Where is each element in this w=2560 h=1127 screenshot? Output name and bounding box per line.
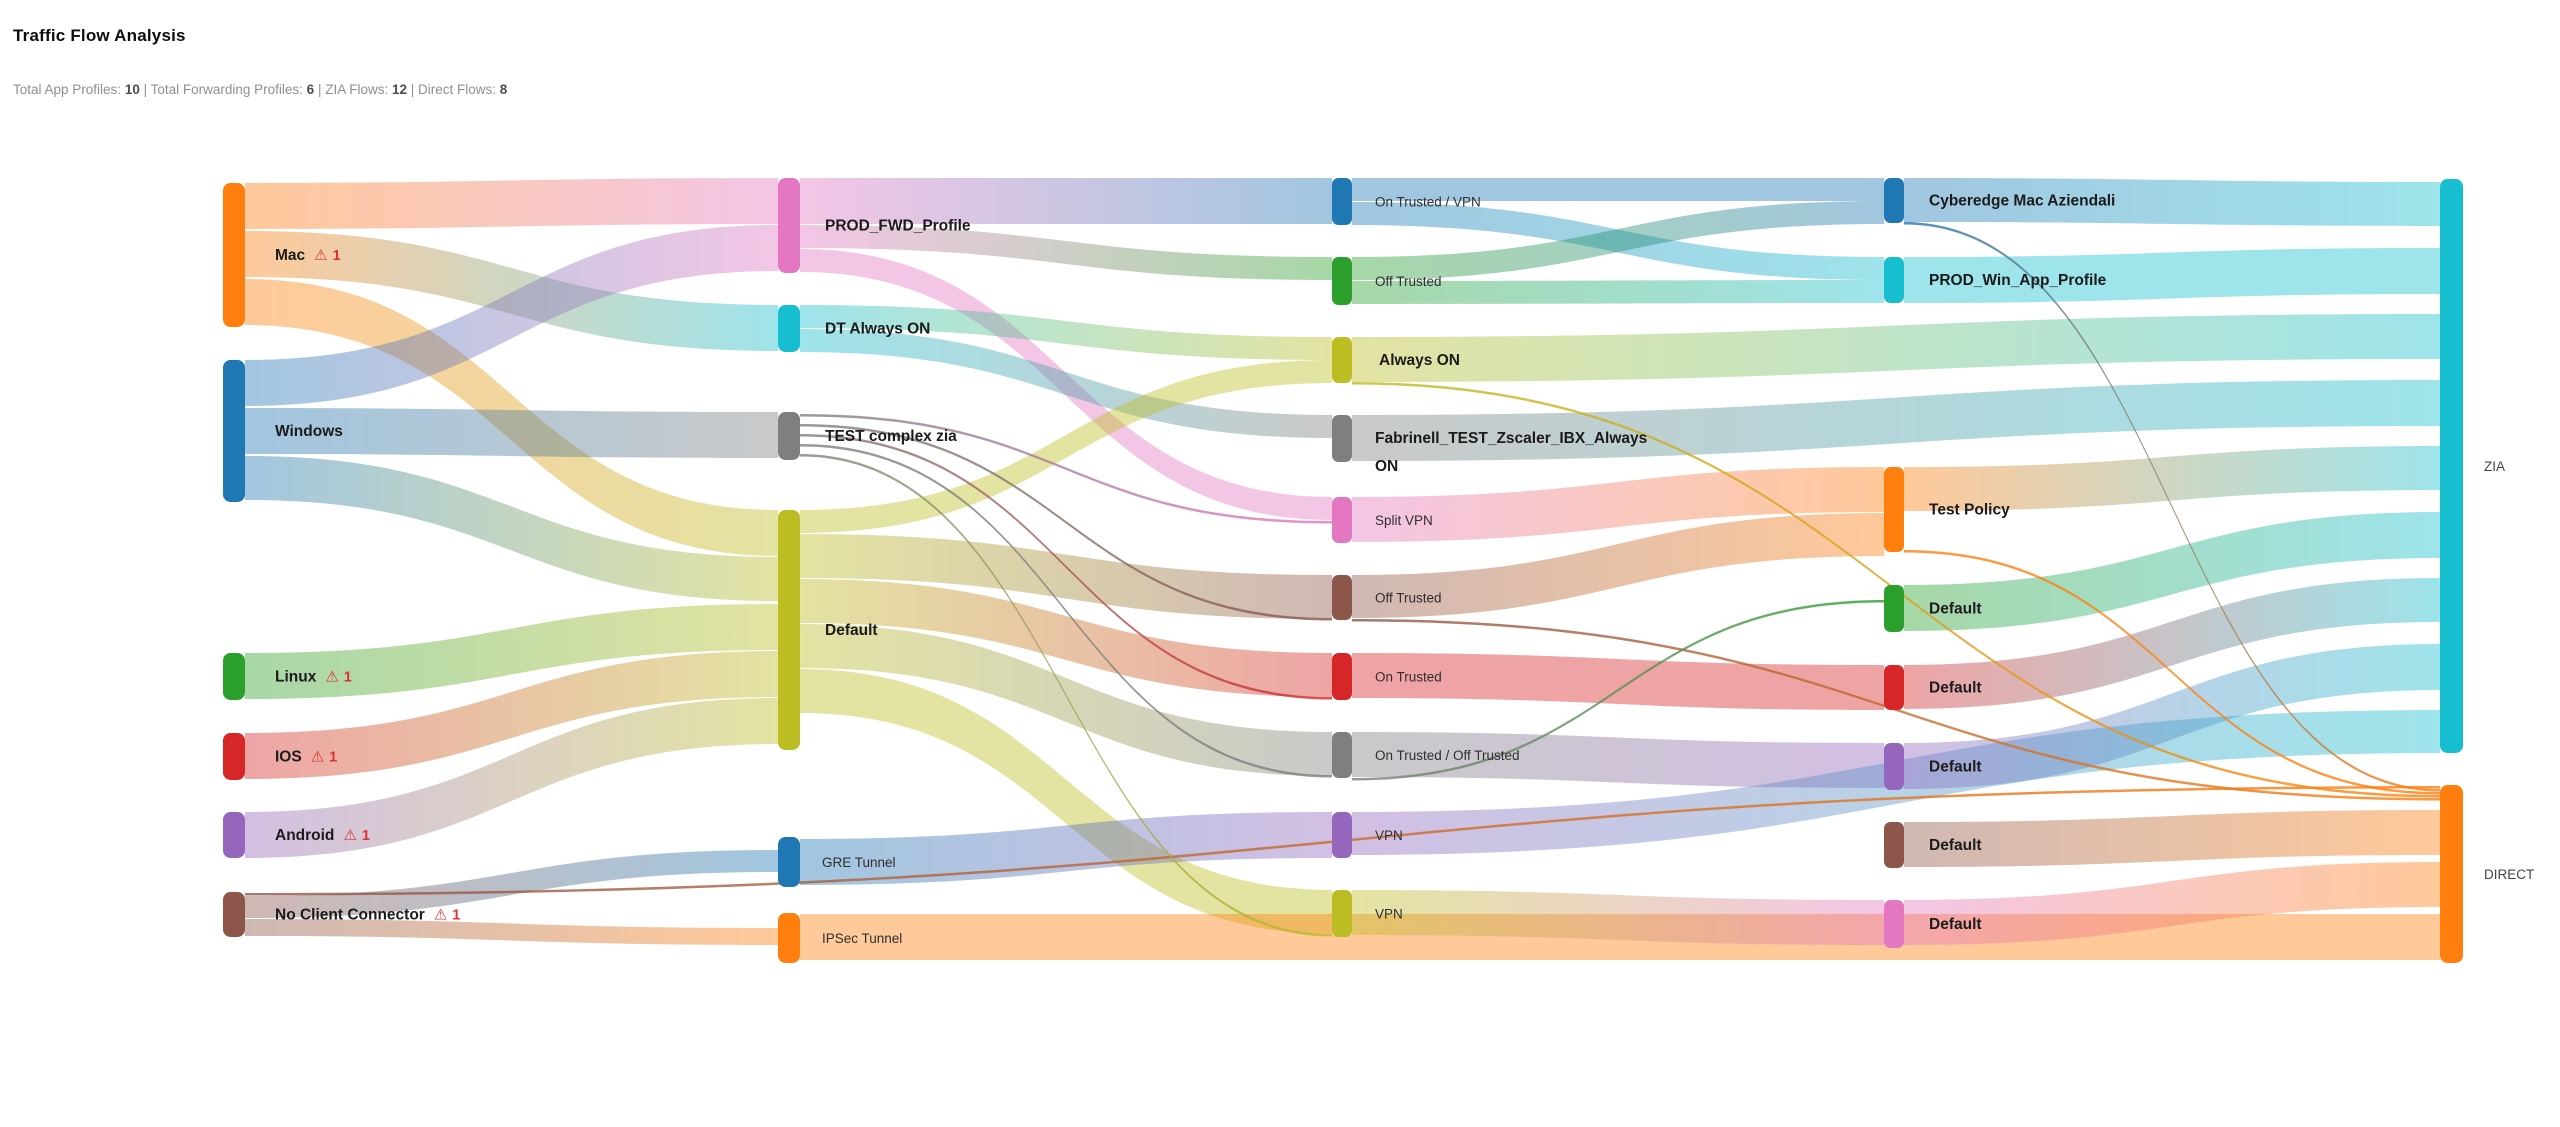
flow-linux-to-default_fp[interactable] (245, 604, 778, 699)
node-windows[interactable] (223, 360, 245, 502)
flow-dt-to-always_on[interactable] (800, 305, 1332, 360)
node-offtrusted_g[interactable] (1332, 257, 1352, 305)
flow-prod_fwd-to-ontrusted_vpn[interactable] (800, 178, 1332, 224)
node-ncc[interactable] (223, 892, 245, 937)
flow-test_policy-to-direct[interactable] (1904, 550, 2440, 795)
node-default_red[interactable] (1884, 665, 1904, 710)
flow-mac-to-dt[interactable] (245, 231, 778, 351)
stat-label: | ZIA Flows: (314, 82, 392, 97)
node-default_pink[interactable] (1884, 900, 1904, 948)
flow-windows-to-test_zia[interactable] (245, 408, 778, 458)
flow-test_policy-to-zia[interactable] (1904, 446, 2440, 511)
stat-label: | Direct Flows: (407, 82, 500, 97)
flow-prod_fwd-to-offtrusted_g[interactable] (800, 225, 1332, 280)
flow-vpn_olive-to-default_pink[interactable] (1352, 890, 1884, 945)
node-ios[interactable] (223, 733, 245, 780)
stat-label: Total App Profiles: (13, 82, 125, 97)
node-ontrusted_vpn[interactable] (1332, 178, 1352, 225)
node-ipsec[interactable] (778, 913, 800, 963)
flow-gre-to-vpn_purple[interactable] (800, 812, 1332, 885)
flow-default_fp-to-always_on[interactable] (800, 360, 1332, 533)
stat-value: 8 (499, 82, 508, 97)
stat-value: 6 (306, 82, 315, 97)
node-default_green[interactable] (1884, 585, 1904, 632)
node-android[interactable] (223, 812, 245, 858)
node-always_on[interactable] (1332, 337, 1352, 383)
flow-mac-to-prod_fwd[interactable] (245, 178, 778, 229)
flow-offtrusted_b-to-test_policy[interactable] (1352, 513, 1884, 618)
flow-windows-to-default_fp[interactable] (245, 456, 778, 601)
flow-ot_offt-to-default_purple[interactable] (1352, 732, 1884, 788)
flow-cyberedge-to-direct[interactable] (1904, 222, 2440, 792)
flow-default_red-to-zia[interactable] (1904, 578, 2440, 709)
flow-ot_offt-to-default_green[interactable] (1352, 600, 1884, 781)
node-default_fp[interactable] (778, 510, 800, 750)
flow-default_fp-to-ontrusted_r[interactable] (800, 579, 1332, 697)
warning-icon: ⚠ (434, 907, 447, 924)
node-prod_win[interactable] (1884, 257, 1904, 303)
flow-default_green-to-zia[interactable] (1904, 512, 2440, 631)
flow-ontrusted_vpn-to-cyberedge[interactable] (1352, 178, 1884, 201)
node-cyberedge[interactable] (1884, 178, 1904, 223)
node-split_vpn[interactable] (1332, 497, 1352, 543)
node-label-direct: DIRECT (2484, 867, 2534, 882)
node-offtrusted_b[interactable] (1332, 575, 1352, 620)
node-ot_offt[interactable] (1332, 732, 1352, 778)
node-vpn_purple[interactable] (1332, 812, 1352, 858)
flow-fabrinell-to-zia[interactable] (1352, 380, 2440, 461)
flow-default_fp-to-vpn_olive[interactable] (800, 669, 1332, 934)
flow-ontrusted_r-to-default_red[interactable] (1352, 653, 1884, 710)
node-dt[interactable] (778, 305, 800, 352)
flow-ios-to-default_fp[interactable] (245, 651, 778, 779)
flow-always_on-to-zia[interactable] (1352, 314, 2440, 382)
node-zia[interactable] (2440, 179, 2463, 753)
node-default_brown[interactable] (1884, 822, 1904, 868)
flow-offtrusted_g-to-prod_win[interactable] (1352, 280, 1884, 304)
stat-value: 10 (124, 82, 140, 97)
flow-test_zia-to-ot_offt[interactable] (800, 444, 1332, 778)
flow-windows-to-prod_fwd[interactable] (245, 225, 778, 406)
flow-test_zia-to-ontrusted_r[interactable] (800, 434, 1332, 700)
node-gre[interactable] (778, 837, 800, 887)
warning-count: 1 (452, 908, 460, 924)
flow-split_vpn-to-test_policy[interactable] (1352, 467, 1884, 542)
node-mac[interactable] (223, 183, 245, 327)
node-ontrusted_r[interactable] (1332, 653, 1352, 700)
node-prod_fwd[interactable] (778, 178, 800, 273)
node-linux[interactable] (223, 653, 245, 700)
node-label-test_zia: TEST complex zia (825, 428, 957, 445)
node-fabrinell[interactable] (1332, 415, 1352, 462)
flow-prod_win-to-zia[interactable] (1904, 248, 2440, 303)
flow-test_zia-to-offtrusted_b[interactable] (800, 424, 1332, 621)
node-label-zia: ZIA (2484, 459, 2505, 474)
stat-label: | Total Forwarding Profiles: (139, 82, 307, 97)
flow-stats-summary: Total App Profiles: 10 | Total Forwardin… (13, 82, 507, 97)
stat-value: 12 (391, 82, 407, 97)
node-test_policy[interactable] (1884, 467, 1904, 552)
node-test_zia[interactable] (778, 412, 800, 460)
flow-default_pink-to-direct[interactable] (1904, 862, 2440, 945)
flow-ncc-to-gre[interactable] (245, 850, 778, 918)
flow-default_brown-to-direct[interactable] (1904, 810, 2440, 867)
flow-offtrusted_g-to-cyberedge[interactable] (1352, 201, 1884, 280)
page-title: Traffic Flow Analysis (13, 26, 186, 45)
flow-test_zia-to-split_vpn[interactable] (800, 414, 1332, 524)
flow-test_zia-to-vpn_olive[interactable] (800, 454, 1332, 937)
node-vpn_olive[interactable] (1332, 890, 1352, 937)
flow-android-to-default_fp[interactable] (245, 698, 778, 858)
node-default_purple[interactable] (1884, 743, 1904, 790)
flow-default_fp-to-ot_offt[interactable] (800, 624, 1332, 776)
flow-ncc-to-ipsec[interactable] (245, 919, 778, 945)
node-direct[interactable] (2440, 785, 2463, 963)
flow-cyberedge-to-zia[interactable] (1904, 178, 2440, 226)
flow-dt-to-fabrinell[interactable] (800, 329, 1332, 438)
